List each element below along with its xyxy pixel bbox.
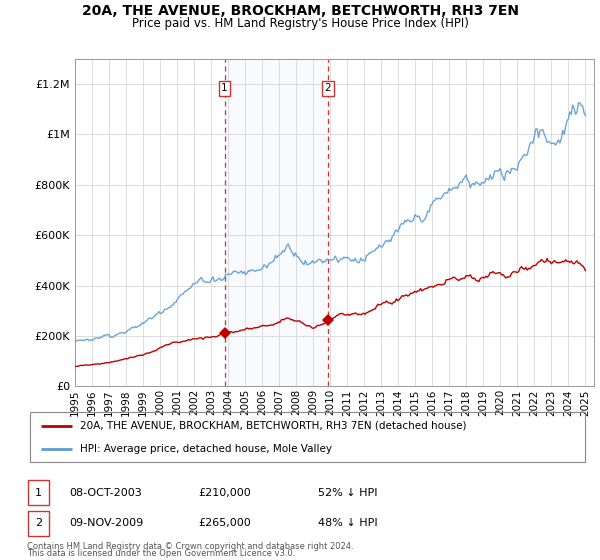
Text: £265,000: £265,000 [198,519,251,528]
Text: 20A, THE AVENUE, BROCKHAM, BETCHWORTH, RH3 7EN: 20A, THE AVENUE, BROCKHAM, BETCHWORTH, R… [82,4,518,18]
Text: 09-NOV-2009: 09-NOV-2009 [69,519,143,528]
Text: Contains HM Land Registry data © Crown copyright and database right 2024.: Contains HM Land Registry data © Crown c… [27,542,353,550]
Text: Price paid vs. HM Land Registry's House Price Index (HPI): Price paid vs. HM Land Registry's House … [131,17,469,30]
Text: 1: 1 [221,83,228,94]
Text: HPI: Average price, detached house, Mole Valley: HPI: Average price, detached house, Mole… [80,445,332,454]
Bar [28,480,49,505]
Bar [28,511,49,535]
Text: 1: 1 [35,488,42,497]
Text: 08-OCT-2003: 08-OCT-2003 [69,488,142,497]
Bar [224,59,328,386]
Text: 52% ↓ HPI: 52% ↓ HPI [318,488,377,497]
Text: £210,000: £210,000 [198,488,251,497]
Text: 20A, THE AVENUE, BROCKHAM, BETCHWORTH, RH3 7EN (detached house): 20A, THE AVENUE, BROCKHAM, BETCHWORTH, R… [80,421,466,431]
Text: 2: 2 [325,83,331,94]
Text: 48% ↓ HPI: 48% ↓ HPI [318,519,377,528]
Text: This data is licensed under the Open Government Licence v3.0.: This data is licensed under the Open Gov… [27,549,295,558]
Text: 2: 2 [35,519,42,528]
